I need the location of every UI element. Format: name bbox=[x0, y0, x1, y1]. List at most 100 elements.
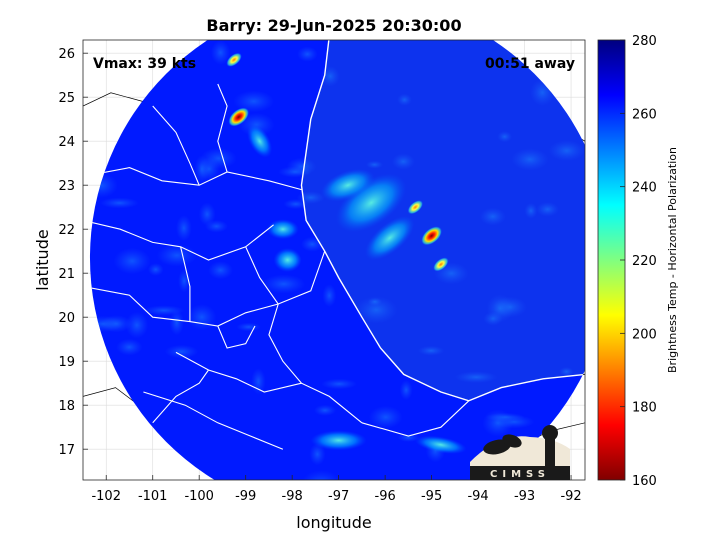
state-border bbox=[143, 391, 284, 450]
swath-patch bbox=[486, 294, 514, 323]
border-path bbox=[83, 92, 144, 107]
cloud-band bbox=[336, 173, 407, 232]
swath-patch bbox=[233, 90, 275, 113]
swath-patch bbox=[355, 296, 398, 324]
y-tick-label: 23 bbox=[58, 179, 75, 194]
x-tick-label: -99 bbox=[235, 489, 256, 504]
microwave-swath bbox=[89, 40, 585, 480]
swath-patch bbox=[454, 371, 498, 384]
swath-patch bbox=[169, 309, 184, 336]
swath-patch bbox=[559, 366, 574, 377]
swath-patch bbox=[251, 368, 266, 395]
swath-patch bbox=[482, 409, 514, 437]
y-tick-label: 24 bbox=[58, 135, 75, 150]
colorbar-tick-label: 220 bbox=[632, 254, 657, 269]
x-axis-label: longitude bbox=[296, 513, 371, 532]
x-tick-label: -101 bbox=[138, 489, 168, 504]
coastline-swath bbox=[300, 40, 585, 402]
swath-patch bbox=[397, 93, 412, 106]
x-tick-label: -97 bbox=[328, 489, 349, 504]
state-border bbox=[175, 351, 302, 393]
state-border bbox=[89, 219, 274, 261]
colorbar-tick-label: 160 bbox=[632, 474, 657, 489]
cloud-band bbox=[273, 248, 302, 272]
swath-patch bbox=[164, 344, 199, 359]
swath-patch bbox=[524, 202, 538, 219]
swath-patch bbox=[194, 155, 210, 183]
swath-patch bbox=[113, 247, 151, 275]
swath-patch bbox=[200, 147, 237, 169]
y-tick-label: 22 bbox=[58, 223, 75, 238]
colorbar-tick-label: 240 bbox=[632, 181, 657, 196]
swath-texture bbox=[89, 40, 585, 480]
x-axis-ticks: -102 -101 -100 -99 -98 -97 -96 -95 -94 -93 -92 bbox=[91, 475, 582, 504]
y-tick-label: 26 bbox=[58, 47, 75, 62]
cloud-band bbox=[266, 219, 299, 240]
swath-patch bbox=[397, 433, 420, 442]
swath-patch bbox=[321, 378, 357, 390]
state-border bbox=[245, 246, 363, 424]
swath-patch bbox=[278, 166, 312, 178]
vmax-annotation: Vmax: 39 kts bbox=[93, 56, 196, 72]
feature-cell bbox=[421, 226, 442, 246]
feature-cell bbox=[433, 257, 449, 272]
y-axis-ticks: 17 18 19 20 21 22 23 24 25 26 bbox=[58, 47, 88, 458]
y-tick-label: 17 bbox=[58, 443, 75, 458]
swath-patch bbox=[548, 140, 585, 162]
swath-patch bbox=[322, 284, 337, 307]
feature-cell bbox=[228, 107, 249, 127]
state-border bbox=[361, 400, 470, 437]
swath-patch bbox=[125, 311, 149, 339]
x-tick-label: -93 bbox=[514, 489, 535, 504]
cloud-band bbox=[310, 430, 367, 451]
y-tick-label: 20 bbox=[58, 311, 75, 326]
swath-patch bbox=[497, 131, 513, 143]
swath-patch bbox=[365, 160, 384, 169]
swath-patch bbox=[511, 148, 549, 171]
feature-cell bbox=[407, 200, 423, 215]
x-tick-label: -95 bbox=[421, 489, 442, 504]
swath-patch bbox=[175, 215, 192, 242]
swath-patch bbox=[313, 404, 337, 416]
cloud-band bbox=[247, 124, 273, 158]
swath-patch bbox=[301, 470, 341, 480]
cloud-band bbox=[365, 215, 415, 261]
state-border bbox=[152, 105, 200, 186]
colorbar-tick-label: 200 bbox=[632, 327, 657, 342]
swath-patch bbox=[479, 207, 506, 226]
cloud-band bbox=[415, 435, 467, 454]
swath-patch bbox=[236, 322, 261, 332]
colorbar-tick-label: 180 bbox=[632, 401, 657, 416]
swath-patch bbox=[156, 244, 197, 267]
plot-frame bbox=[82, 39, 586, 481]
swath-patch bbox=[320, 66, 340, 87]
swath-patch bbox=[367, 297, 383, 306]
swath-patch bbox=[536, 201, 559, 217]
swath-patch bbox=[116, 338, 143, 356]
x-tick-label: -100 bbox=[184, 489, 214, 504]
cimss-logo-text: CIMSS bbox=[490, 469, 550, 480]
y-tick-label: 21 bbox=[58, 267, 75, 282]
y-tick-label: 19 bbox=[58, 355, 75, 370]
swath-patch bbox=[204, 219, 228, 233]
swath-patch bbox=[309, 443, 326, 466]
swath-patch bbox=[368, 405, 403, 429]
state-border bbox=[89, 167, 302, 191]
cimss-logo: CIMSS bbox=[470, 425, 570, 480]
y-tick-label: 25 bbox=[58, 91, 75, 106]
colorbar-tick-label: 280 bbox=[632, 34, 657, 49]
x-tick-label: -102 bbox=[91, 489, 121, 504]
x-tick-label: -96 bbox=[375, 489, 396, 504]
colorbar: 160 180 200 220 240 260 280 Brightness Temp - … bbox=[597, 34, 679, 489]
feature-cell bbox=[226, 52, 242, 67]
swath-patch bbox=[143, 305, 185, 316]
state-border bbox=[217, 83, 228, 173]
swath-patch bbox=[399, 379, 413, 400]
y-axis-label: latitude bbox=[33, 229, 52, 290]
border-path bbox=[83, 387, 139, 406]
cloud-band bbox=[321, 168, 375, 202]
swath-patch bbox=[283, 198, 309, 210]
swath-patch bbox=[99, 197, 139, 209]
x-tick-label: -98 bbox=[282, 489, 303, 504]
